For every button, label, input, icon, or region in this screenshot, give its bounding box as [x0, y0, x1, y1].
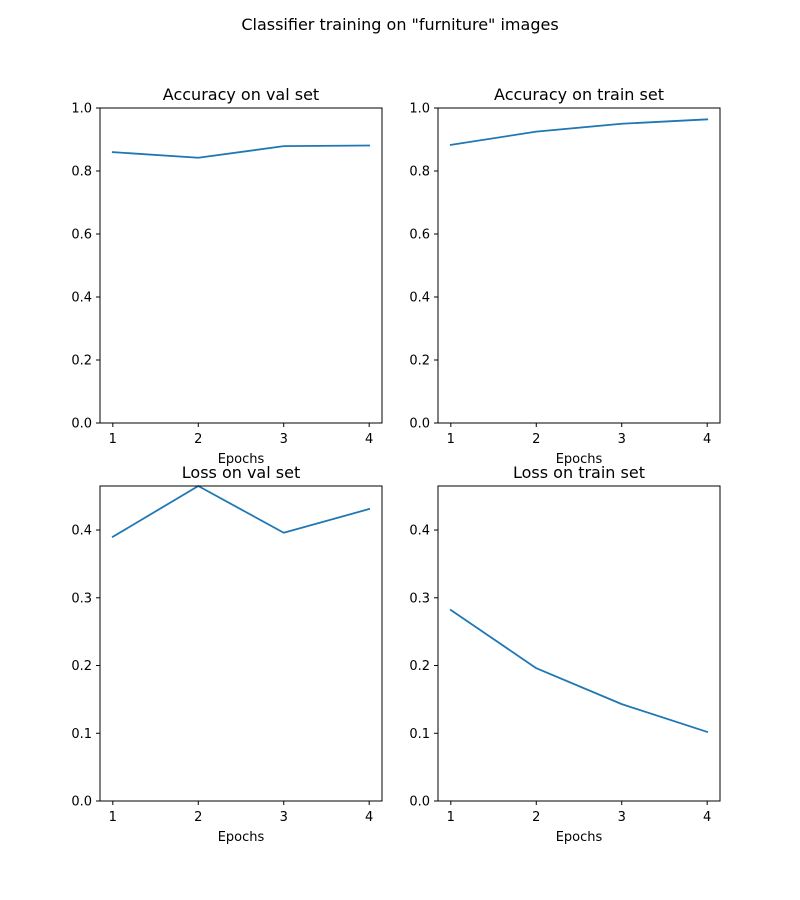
train-loss-frame	[437, 485, 721, 802]
train-accuracy-ytick-label: 1.0	[409, 102, 430, 117]
train-loss-ytick-label: 0.4	[409, 524, 430, 539]
val-accuracy-frame	[99, 107, 383, 424]
val-accuracy-ytick-label: 0.4	[71, 291, 92, 306]
val-loss-xtick-label: 1	[109, 810, 117, 825]
subplot-grid: Accuracy on val set 0.0 0.2 0.4 0.6 0.8 1.0 1 2 3…	[71, 85, 721, 845]
val-loss-subplot: Loss on val set 0.0 0.1 0.2 0.3 0.4 1 2 3 4 Epochs	[71, 463, 383, 845]
val-accuracy-ytick-label: 0.0	[71, 417, 92, 432]
train-loss-ytick-label: 0.3	[409, 591, 430, 606]
val-loss-xtick-label: 2	[194, 810, 202, 825]
val-loss-ytick-label: 0.1	[71, 727, 92, 742]
val-loss-ytick-label: 0.2	[71, 659, 92, 674]
val-accuracy-ytick-label: 0.8	[71, 165, 92, 180]
val-accuracy-ytick-label: 1.0	[71, 102, 92, 117]
train-loss-xtick-label: 3	[618, 810, 626, 825]
val-loss-title: Loss on val set	[182, 463, 300, 482]
train-loss-ytick-label: 0.1	[409, 727, 430, 742]
val-accuracy-title: Accuracy on val set	[163, 85, 319, 104]
val-accuracy-xtick-label: 1	[109, 432, 117, 447]
train-accuracy-ytick-label: 0.6	[409, 228, 430, 243]
val-loss-ytick-label: 0.0	[71, 795, 92, 810]
train-loss-subplot: Loss on train set 0.0 0.1 0.2 0.3 0.4 1 2 3 4 Epoc…	[409, 463, 721, 845]
train-accuracy-ytick-label: 0.4	[409, 291, 430, 306]
val-accuracy-xtick-label: 3	[280, 432, 288, 447]
val-loss-ytick-label: 0.3	[71, 591, 92, 606]
val-accuracy-subplot: Accuracy on val set 0.0 0.2 0.4 0.6 0.8 1.0 1 2 3…	[71, 85, 383, 467]
train-accuracy-ytick-label: 0.0	[409, 417, 430, 432]
figure-title: Classifier training on "furniture" image…	[241, 15, 558, 34]
train-loss-xtick-label: 2	[532, 810, 540, 825]
val-loss-ytick-label: 0.4	[71, 524, 92, 539]
train-accuracy-frame	[437, 107, 721, 424]
val-accuracy-xtick-label: 4	[365, 432, 373, 447]
val-loss-xtick-label: 3	[280, 810, 288, 825]
train-accuracy-subplot: Accuracy on train set 0.0 0.2 0.4 0.6 0.8 1.0 1…	[409, 85, 721, 467]
train-loss-xtick-label: 1	[447, 810, 455, 825]
train-accuracy-ytick-label: 0.2	[409, 354, 430, 369]
train-accuracy-xlabel: Epochs	[556, 452, 603, 467]
val-loss-xlabel: Epochs	[218, 830, 265, 845]
train-loss-ytick-label: 0.0	[409, 795, 430, 810]
train-loss-title: Loss on train set	[513, 463, 645, 482]
val-loss-frame	[99, 485, 383, 802]
train-accuracy-xtick-label: 3	[618, 432, 626, 447]
train-loss-ytick-label: 0.2	[409, 659, 430, 674]
val-accuracy-ytick-label: 0.6	[71, 228, 92, 243]
train-loss-xlabel: Epochs	[556, 830, 603, 845]
train-accuracy-xtick-label: 1	[447, 432, 455, 447]
train-accuracy-xtick-label: 4	[703, 432, 711, 447]
val-accuracy-xtick-label: 2	[194, 432, 202, 447]
train-loss-line	[449, 608, 709, 734]
val-loss-line	[111, 485, 371, 539]
train-loss-xtick-label: 4	[703, 810, 711, 825]
val-accuracy-xlabel: Epochs	[218, 452, 265, 467]
val-loss-xtick-label: 4	[365, 810, 373, 825]
train-accuracy-ytick-label: 0.8	[409, 165, 430, 180]
train-accuracy-line	[449, 118, 709, 146]
train-accuracy-xtick-label: 2	[532, 432, 540, 447]
val-accuracy-ytick-label: 0.2	[71, 354, 92, 369]
train-accuracy-title: Accuracy on train set	[494, 85, 664, 104]
val-accuracy-line	[111, 144, 371, 159]
